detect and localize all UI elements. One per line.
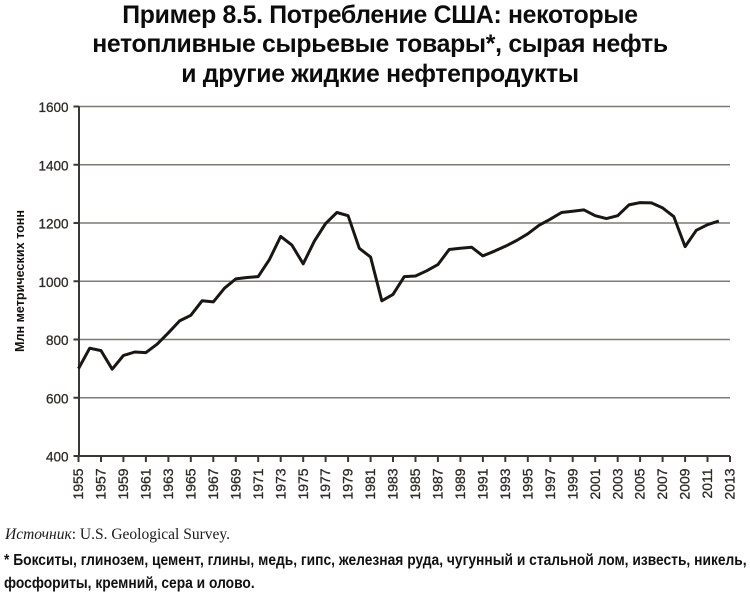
svg-text:1000: 1000 bbox=[38, 275, 68, 290]
svg-text:1959: 1959 bbox=[115, 468, 131, 499]
svg-text:1997: 1997 bbox=[542, 468, 558, 499]
svg-text:1600: 1600 bbox=[38, 100, 68, 115]
svg-text:2007: 2007 bbox=[654, 468, 670, 499]
svg-text:1985: 1985 bbox=[407, 468, 423, 499]
svg-text:2009: 2009 bbox=[677, 468, 693, 499]
svg-text:1977: 1977 bbox=[317, 468, 333, 499]
svg-text:1969: 1969 bbox=[227, 468, 243, 499]
svg-text:1983: 1983 bbox=[385, 468, 401, 499]
svg-text:2011: 2011 bbox=[699, 468, 715, 498]
svg-text:1993: 1993 bbox=[497, 468, 513, 499]
svg-text:1963: 1963 bbox=[160, 468, 176, 499]
svg-text:1200: 1200 bbox=[38, 217, 68, 232]
svg-text:1975: 1975 bbox=[295, 468, 311, 499]
svg-text:2001: 2001 bbox=[587, 468, 603, 499]
svg-text:2003: 2003 bbox=[609, 468, 625, 499]
svg-text:Млн метрических тонн: Млн метрических тонн bbox=[13, 210, 27, 352]
svg-text:1987: 1987 bbox=[430, 468, 446, 499]
svg-text:2005: 2005 bbox=[632, 468, 648, 499]
svg-text:1979: 1979 bbox=[340, 468, 356, 499]
svg-text:1991: 1991 bbox=[475, 468, 491, 499]
svg-text:1995: 1995 bbox=[519, 468, 535, 499]
svg-text:400: 400 bbox=[46, 450, 69, 465]
svg-text:1961: 1961 bbox=[138, 468, 154, 499]
svg-text:1957: 1957 bbox=[93, 468, 109, 499]
svg-text:600: 600 bbox=[46, 391, 69, 406]
svg-text:1967: 1967 bbox=[205, 468, 221, 499]
svg-text:1981: 1981 bbox=[362, 468, 378, 499]
svg-text:800: 800 bbox=[46, 333, 69, 348]
svg-text:1971: 1971 bbox=[250, 468, 266, 499]
svg-text:2013: 2013 bbox=[722, 468, 738, 499]
svg-text:1973: 1973 bbox=[272, 468, 288, 499]
svg-text:1989: 1989 bbox=[452, 468, 468, 499]
svg-text:1400: 1400 bbox=[38, 158, 68, 173]
svg-text:1999: 1999 bbox=[564, 468, 580, 499]
svg-text:1965: 1965 bbox=[182, 468, 198, 499]
svg-text:1955: 1955 bbox=[70, 468, 86, 499]
